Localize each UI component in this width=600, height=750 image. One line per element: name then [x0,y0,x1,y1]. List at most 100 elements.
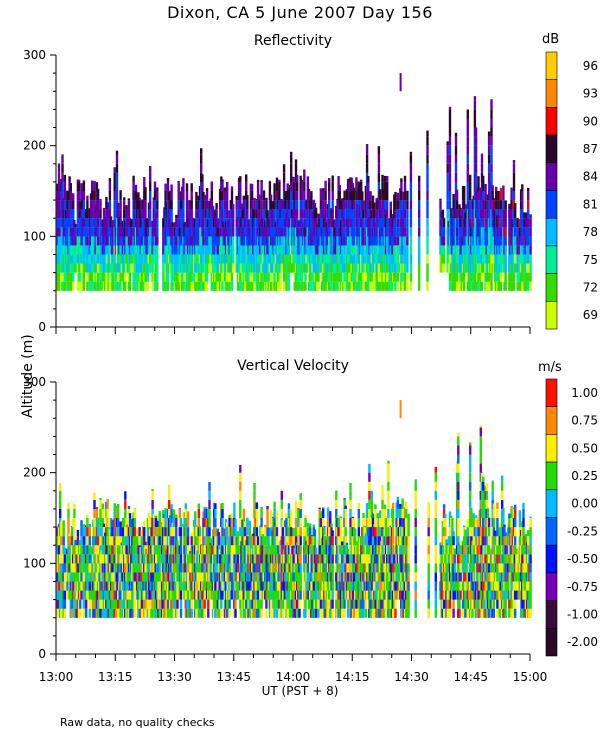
velocity-cell [218,563,222,573]
velocity-cell [173,608,177,618]
reflectivity-cell [352,254,356,264]
reflectivity-cell [232,227,235,237]
velocity-cell [196,550,199,555]
reflectivity-cell [474,145,478,155]
reflectivity-cell [516,254,519,264]
reflectivity-cell [300,200,304,210]
reflectivity-cell [328,181,331,191]
reflectivity-cell [108,254,112,264]
reflectivity-cell [426,254,429,264]
velocity-cell [196,563,199,573]
reflectivity-cell [403,281,407,291]
reflectivity-cell [114,272,118,282]
reflectivity-cell [260,245,263,255]
reflectivity-cell [455,189,459,191]
reflectivity-cell [96,281,100,291]
velocity-cell [128,518,132,528]
reflectivity-cell [373,209,376,219]
reflectivity-cell [91,227,94,237]
reflectivity-cell [151,281,154,291]
reflectivity-cell [141,218,145,228]
velocity-cell [151,554,154,564]
reflectivity-cell [61,154,64,164]
velocity-cell [214,554,217,564]
reflectivity-cell [250,272,254,282]
reflectivity-cell [183,227,186,237]
reflectivity-cell [205,245,209,255]
reflectivity-cell [524,281,528,291]
reflectivity-cell [426,227,429,237]
reflectivity-cell [164,245,167,255]
reflectivity-cell [474,136,478,146]
reflectivity-cell [394,209,397,219]
reflectivity-cell [185,191,189,201]
velocity-cell [117,608,120,618]
reflectivity-cell [279,227,282,237]
reflectivity-cell [91,254,94,264]
reflectivity-title: Reflectivity [253,33,333,49]
reflectivity-cell [305,236,308,246]
y-tick-label: 100 [23,229,46,243]
reflectivity-cell [367,200,370,210]
velocity-cell [160,608,164,618]
reflectivity-cell [352,218,356,228]
velocity-cell [63,554,67,564]
velocity-cell [184,527,187,537]
velocity-cell [152,518,155,528]
reflectivity-cell [99,209,102,219]
reflectivity-cell [164,218,167,228]
reflectivity-cell [156,272,159,282]
reflectivity-cell [250,263,254,273]
reflectivity-cell [382,272,385,282]
velocity-cell [118,572,121,582]
reflectivity-cell [177,209,180,219]
reflectivity-cell [144,187,147,191]
reflectivity-cell [173,272,177,282]
reflectivity-cell [306,181,309,191]
reflectivity-cell [137,192,140,200]
reflectivity-cell [63,200,67,210]
reflectivity-cell [307,191,311,201]
reflectivity-cell [218,263,222,273]
velocity-cell [205,545,209,555]
velocity-cell [183,545,186,555]
reflectivity-cell [514,203,517,210]
reflectivity-cell [91,209,94,219]
reflectivity-cell [365,236,369,246]
reflectivity-cell [282,181,286,191]
velocity-cell [186,536,190,546]
velocity-cell [195,608,198,618]
reflectivity-cell [400,200,403,210]
reflectivity-cell [452,245,455,255]
velocity-cell [63,572,67,582]
velocity-cell [117,527,120,537]
reflectivity-cell [306,176,309,182]
velocity-cell [106,498,109,500]
reflectivity-cell [73,254,76,264]
reflectivity-cell [119,190,122,191]
reflectivity-cell [361,191,364,201]
reflectivity-cell [119,209,122,219]
velocity-cell [80,590,83,600]
reflectivity-cell [324,218,327,228]
velocity-cell [152,514,155,518]
reflectivity-cell [269,209,273,219]
reflectivity-cell [328,254,331,264]
reflectivity-cell [141,199,145,201]
velocity-cell [106,499,109,509]
reflectivity-cell [465,227,468,237]
reflectivity-cell [527,200,530,210]
reflectivity-cell [237,209,241,219]
reflectivity-cell [69,281,72,291]
reflectivity-cell [177,191,180,201]
velocity-cell [128,513,132,518]
reflectivity-cell [239,281,242,291]
reflectivity-cell [499,218,503,228]
reflectivity-cell [477,200,480,210]
reflectivity-cell [474,263,478,273]
reflectivity-cell [216,263,219,273]
reflectivity-cell [273,209,276,219]
reflectivity-cell [294,163,298,173]
reflectivity-cell [141,200,145,210]
reflectivity-cell [455,254,459,264]
